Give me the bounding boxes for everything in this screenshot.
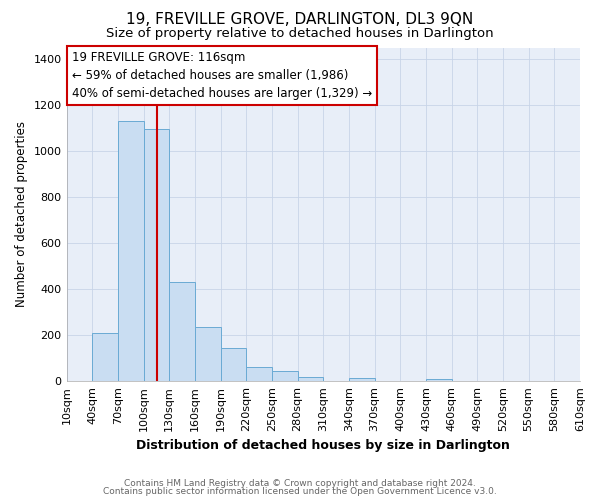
- Bar: [143, 129, 169, 382]
- Bar: [221, 348, 246, 382]
- Text: 19, FREVILLE GROVE, DARLINGTON, DL3 9QN: 19, FREVILLE GROVE, DARLINGTON, DL3 9QN: [127, 12, 473, 28]
- Text: Contains public sector information licensed under the Open Government Licence v3: Contains public sector information licen…: [103, 487, 497, 496]
- Bar: [92, 333, 118, 382]
- Bar: [195, 327, 221, 382]
- Bar: [349, 378, 374, 382]
- Bar: [118, 121, 143, 382]
- Bar: [169, 282, 195, 382]
- Bar: [272, 371, 298, 382]
- X-axis label: Distribution of detached houses by size in Darlington: Distribution of detached houses by size …: [136, 440, 510, 452]
- Text: Contains HM Land Registry data © Crown copyright and database right 2024.: Contains HM Land Registry data © Crown c…: [124, 478, 476, 488]
- Text: 19 FREVILLE GROVE: 116sqm
← 59% of detached houses are smaller (1,986)
40% of se: 19 FREVILLE GROVE: 116sqm ← 59% of detac…: [71, 51, 372, 100]
- Bar: [426, 379, 452, 382]
- Bar: [246, 368, 272, 382]
- Text: Size of property relative to detached houses in Darlington: Size of property relative to detached ho…: [106, 28, 494, 40]
- Y-axis label: Number of detached properties: Number of detached properties: [15, 122, 28, 308]
- Bar: [298, 376, 323, 382]
